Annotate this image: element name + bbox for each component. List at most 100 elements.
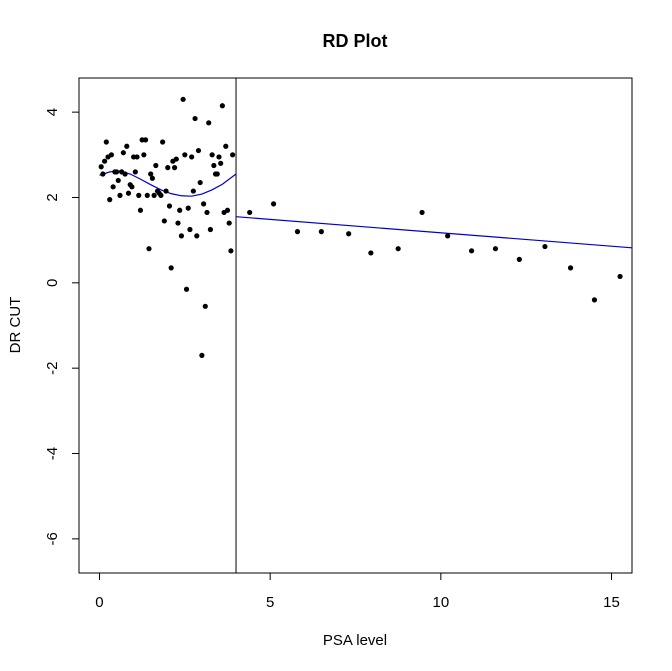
data-point — [187, 226, 193, 233]
data-point — [124, 143, 130, 149]
data-point — [204, 209, 210, 216]
data-point — [216, 154, 222, 160]
data-point — [125, 190, 132, 196]
data-point — [168, 265, 174, 271]
data-point — [218, 160, 224, 166]
data-point — [542, 243, 548, 250]
data-point — [195, 147, 202, 154]
y-tick-label: 2 — [44, 193, 61, 201]
data-point — [197, 179, 203, 186]
data-point — [107, 197, 113, 203]
x-tick-label: 5 — [266, 594, 274, 611]
data-point — [395, 246, 401, 252]
data-point — [173, 156, 179, 162]
data-point — [180, 96, 186, 102]
data-point — [224, 207, 231, 213]
data-point — [185, 205, 191, 211]
data-point — [129, 184, 135, 190]
data-point — [419, 209, 425, 216]
data-point — [206, 120, 212, 126]
data-point — [110, 184, 116, 190]
data-point — [591, 297, 598, 303]
data-point — [146, 246, 152, 252]
data-point — [108, 152, 115, 158]
chart-title: RD Plot — [323, 31, 388, 51]
x-tick-label: 0 — [95, 594, 103, 611]
data-point — [178, 233, 185, 239]
data-point — [137, 207, 144, 213]
data-point — [161, 218, 167, 224]
data-point — [617, 273, 623, 280]
data-point — [516, 256, 522, 262]
data-point — [219, 103, 225, 109]
data-point — [368, 250, 374, 256]
data-point — [346, 231, 352, 237]
data-point — [214, 171, 220, 177]
y-tick-label: -4 — [44, 447, 61, 460]
y-tick-label: 0 — [44, 279, 61, 287]
data-point — [177, 207, 183, 213]
data-point — [270, 201, 277, 207]
data-point — [228, 248, 234, 254]
data-point — [200, 201, 207, 207]
data-point — [175, 220, 181, 226]
data-point — [163, 188, 169, 194]
fit-line-right — [235, 216, 633, 249]
data-point — [132, 169, 138, 175]
data-point — [122, 171, 128, 177]
x-axis-label: PSA level — [323, 632, 387, 649]
data-point — [468, 248, 475, 254]
data-point — [100, 171, 106, 177]
data-point — [142, 137, 149, 143]
y-tick-label: -2 — [44, 362, 61, 375]
data-point — [141, 152, 147, 158]
data-points — [98, 96, 623, 358]
axis-ticks: 0 5 10 15 4 2 0 -2 -4 -6 — [44, 108, 620, 611]
y-tick-label: 4 — [44, 108, 61, 116]
data-point — [117, 192, 123, 198]
data-point — [113, 169, 120, 175]
y-tick-label: -6 — [44, 532, 61, 545]
data-point — [294, 229, 301, 235]
data-point — [165, 165, 171, 171]
data-point — [190, 188, 196, 194]
data-point — [567, 265, 574, 271]
data-point — [445, 233, 451, 239]
data-point — [120, 150, 126, 156]
data-point — [226, 220, 232, 226]
data-point — [183, 286, 190, 292]
data-point — [318, 229, 324, 235]
data-point — [194, 233, 200, 239]
y-axis-label: DR CUT — [7, 297, 24, 354]
data-point — [192, 115, 198, 122]
x-tick-label: 15 — [603, 594, 620, 611]
data-point — [199, 352, 205, 358]
data-point — [158, 192, 164, 198]
data-point — [182, 152, 188, 158]
data-point — [166, 203, 173, 209]
data-point — [153, 162, 159, 169]
data-point — [144, 192, 150, 198]
data-point — [202, 303, 208, 309]
data-point — [148, 171, 154, 177]
plot-area-frame — [78, 77, 633, 574]
data-point — [230, 152, 236, 158]
data-point — [189, 154, 195, 160]
data-point — [136, 192, 142, 198]
data-point — [149, 175, 155, 181]
data-point — [115, 177, 121, 184]
data-point — [171, 165, 178, 171]
data-point — [211, 162, 217, 169]
x-tick-label: 10 — [432, 594, 449, 611]
data-point — [207, 226, 214, 233]
data-point — [223, 143, 229, 149]
data-point — [492, 246, 499, 252]
data-point — [247, 209, 253, 216]
data-point — [98, 164, 104, 170]
data-point — [160, 139, 166, 145]
data-point — [209, 152, 215, 158]
data-point — [134, 154, 140, 160]
data-point — [151, 192, 157, 198]
data-point — [102, 158, 108, 164]
